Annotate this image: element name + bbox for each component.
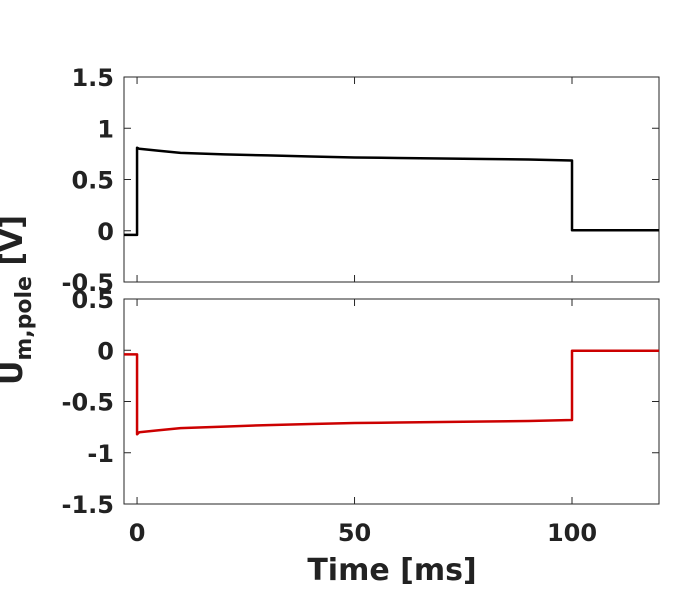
bottom-ytick-label: 0 <box>97 337 114 365</box>
top-series-line <box>124 146 659 237</box>
top-ytick-label: 0 <box>97 218 114 246</box>
top-ytick-label: 1 <box>97 115 114 143</box>
bottom-xtick-label: 0 <box>129 519 146 547</box>
top-ytick-label: 1.5 <box>71 64 114 92</box>
bottom-panel: -1.5 -1 -0.5 0 0.5 0 50 100 <box>62 286 660 547</box>
y-axis-label-main: U <box>0 361 30 385</box>
bottom-series-line <box>124 349 659 436</box>
y-axis-label: Um,pole [V] <box>0 215 37 385</box>
top-axes-box <box>123 76 660 283</box>
bottom-xtick-label: 100 <box>547 519 597 547</box>
bottom-ytick-label: -0.5 <box>62 389 114 417</box>
top-panel: -0.5 0 0.5 1 1.5 <box>62 64 660 297</box>
bottom-axes-box <box>123 298 660 505</box>
bottom-ytick-label: -1.5 <box>62 491 114 519</box>
top-ytick-label: -0.5 <box>62 269 114 297</box>
bottom-ytick-label: -1 <box>87 440 114 468</box>
x-axis-label: Time [ms] <box>307 553 476 588</box>
y-axis-label-subscript: m,pole <box>12 276 37 361</box>
bottom-ytick-label: 0.5 <box>71 286 114 314</box>
top-ytick-label: 0.5 <box>71 167 114 195</box>
y-axis-label-unit: [V] <box>0 215 30 276</box>
bottom-xtick-label: 50 <box>338 519 371 547</box>
